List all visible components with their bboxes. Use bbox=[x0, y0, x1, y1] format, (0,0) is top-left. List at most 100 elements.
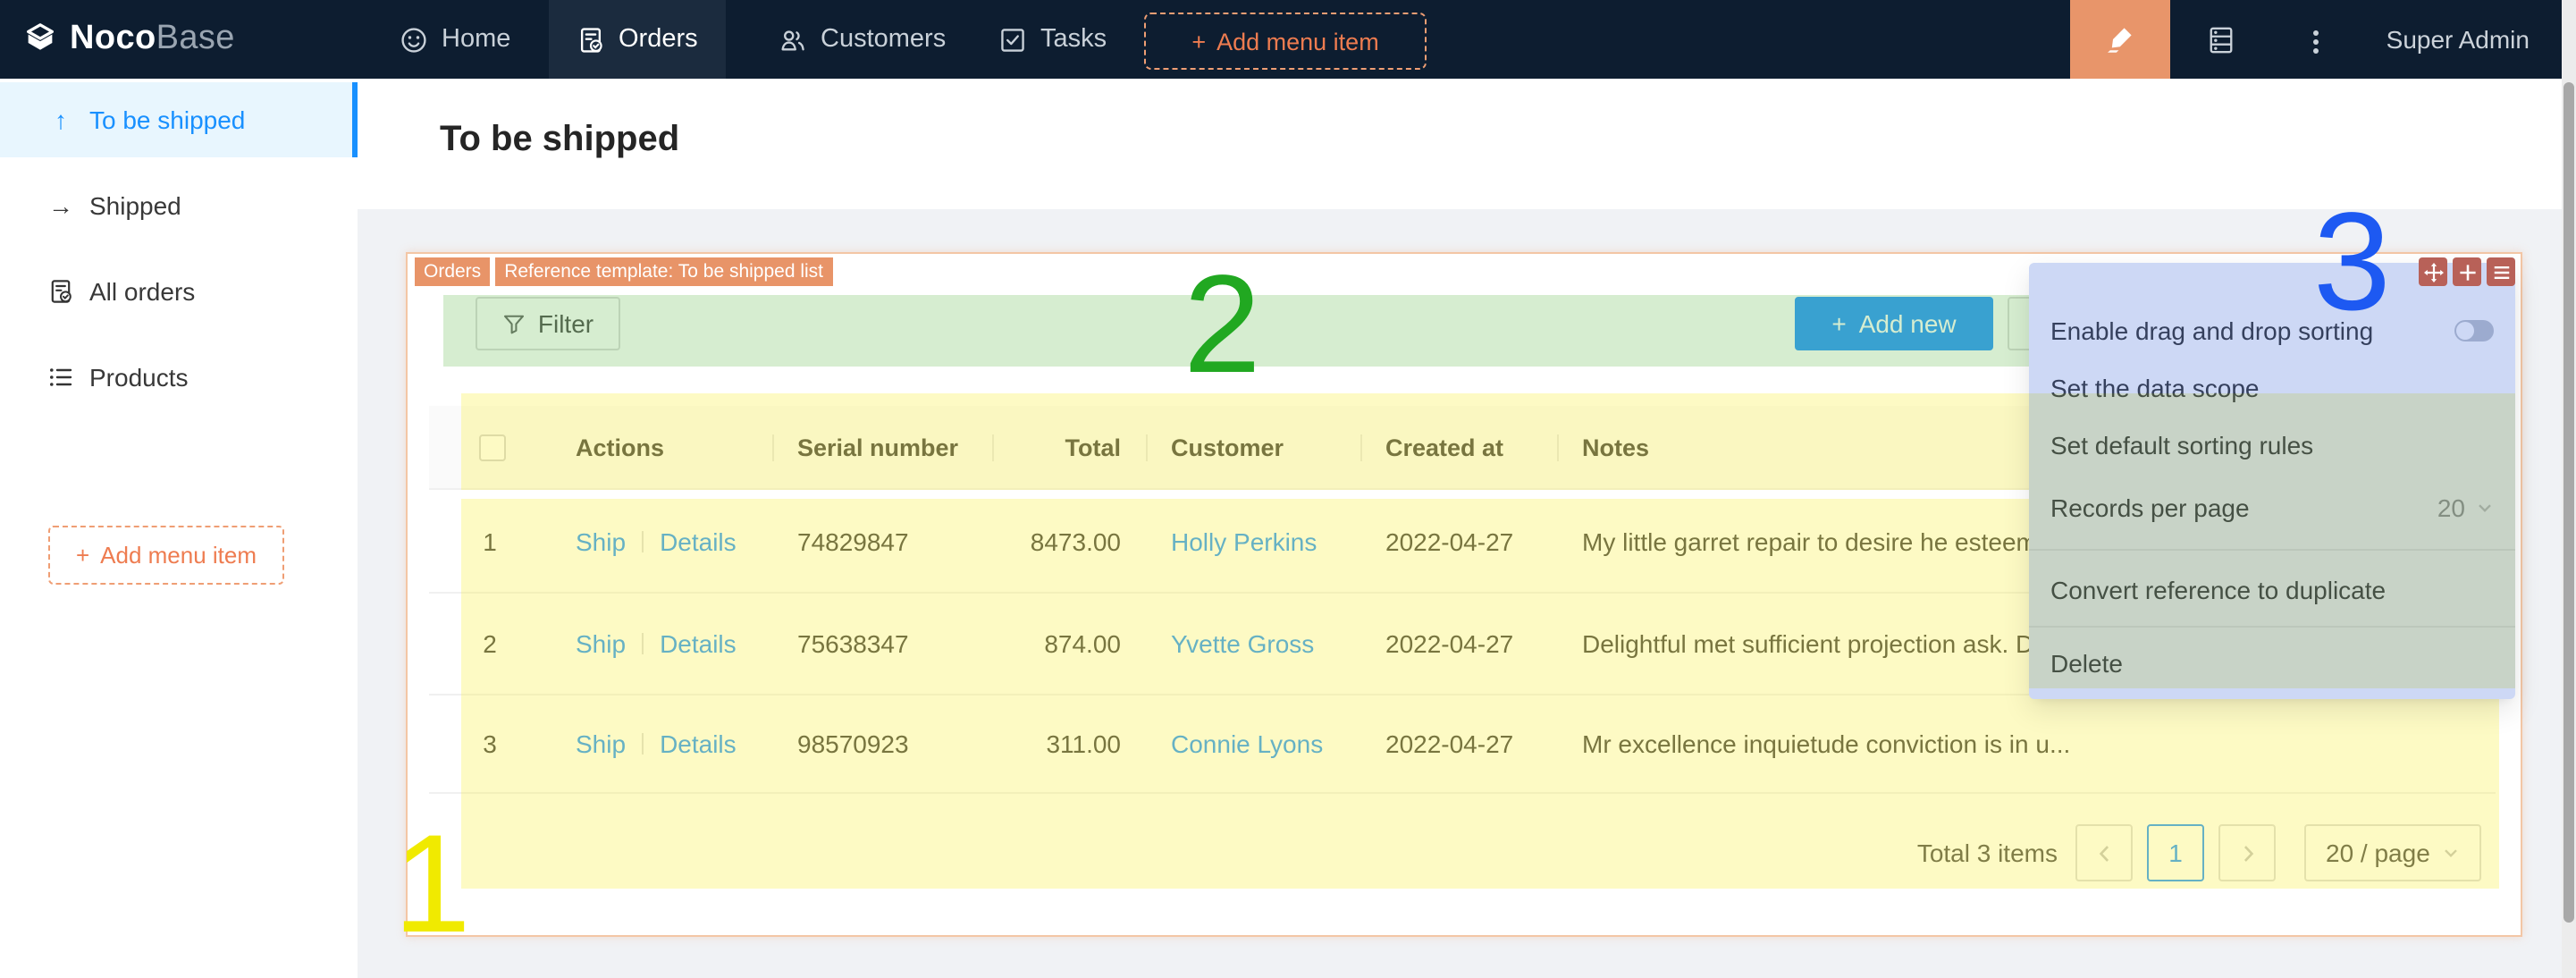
column-header-actions[interactable]: Actions bbox=[576, 434, 665, 460]
block-add-button[interactable] bbox=[2453, 257, 2481, 286]
filter-label: Filter bbox=[537, 309, 594, 338]
pagination: Total 3 items 1 20 / page bbox=[1917, 824, 2481, 881]
menu-item-convert-reference[interactable]: Convert reference to duplicate bbox=[2029, 556, 2515, 624]
divider bbox=[642, 530, 644, 552]
sidebar-item-label: Products bbox=[89, 363, 189, 392]
total-cell: 311.00 bbox=[1046, 729, 1121, 758]
sidebar-item-all-orders[interactable]: All orders bbox=[0, 254, 358, 329]
customer-link[interactable]: Connie Lyons bbox=[1171, 729, 1324, 758]
collection-tag: Orders bbox=[415, 257, 491, 286]
kebab-icon bbox=[2313, 30, 2319, 54]
page-header: To be shipped bbox=[358, 79, 2576, 209]
toggle-knob bbox=[2456, 322, 2474, 340]
menu-divider bbox=[2029, 549, 2515, 551]
nav-tab-label: Home bbox=[442, 25, 511, 54]
created-at-cell: 2022-04-27 bbox=[1385, 527, 1514, 555]
column-header-total[interactable]: Total bbox=[992, 434, 1146, 460]
chevron-left-icon bbox=[2098, 845, 2109, 861]
brand-bold: Noco bbox=[70, 20, 156, 57]
chevron-down-icon bbox=[2445, 849, 2457, 857]
nocobase-logo[interactable]: NocoBase bbox=[21, 0, 235, 79]
pagination-page-1[interactable]: 1 bbox=[2147, 824, 2204, 881]
menu-item-delete[interactable]: Delete bbox=[2029, 631, 2515, 696]
row-actions: Ship Details bbox=[551, 729, 772, 758]
page-size-value: 20 / page bbox=[2326, 839, 2430, 867]
top-navbar: NocoBase Home Orders Customers Tasks bbox=[0, 0, 2576, 79]
notes-cell: My little garret repair to desire he est… bbox=[1582, 527, 2058, 555]
block-menu-button[interactable] bbox=[2487, 257, 2515, 286]
details-link[interactable]: Details bbox=[660, 527, 737, 555]
notes-cell: Mr excellence inquietude conviction is i… bbox=[1582, 729, 2071, 758]
chevron-right-icon bbox=[2243, 845, 2253, 861]
more-options-button[interactable] bbox=[2313, 0, 2319, 105]
nav-tab-customers[interactable]: Customers bbox=[751, 0, 974, 79]
drag-sorting-toggle[interactable] bbox=[2454, 320, 2494, 341]
customer-cell: Holly Perkins bbox=[1146, 527, 1360, 555]
sidebar-add-menu-item-button[interactable]: + Add menu item bbox=[48, 526, 284, 585]
sidebar: ↑ To be shipped → Shipped All orders Pro… bbox=[0, 79, 359, 978]
serial-number-cell: 74829847 bbox=[797, 527, 909, 555]
table-row[interactable]: 3 Ship Details 98570923 311.00 Connie Lyo… bbox=[429, 696, 2496, 794]
pagination-next-button[interactable] bbox=[2218, 824, 2276, 881]
user-menu[interactable]: Super Admin bbox=[2387, 0, 2530, 79]
menu-item-data-scope[interactable]: Set the data scope bbox=[2029, 359, 2515, 417]
reference-template-tag: Reference template: To be shipped list bbox=[495, 257, 833, 286]
serial-number-cell: 98570923 bbox=[797, 729, 909, 758]
details-link[interactable]: Details bbox=[660, 729, 737, 758]
row-index: 2 bbox=[483, 629, 497, 658]
ship-link[interactable]: Ship bbox=[576, 527, 627, 555]
pagination-total: Total 3 items bbox=[1916, 839, 2058, 867]
serial-number-cell: 75638347 bbox=[797, 629, 909, 658]
records-per-page-value: 20 bbox=[2437, 493, 2465, 522]
menu-item-sorting-rules[interactable]: Set default sorting rules bbox=[2029, 417, 2515, 474]
created-at-cell: 2022-04-27 bbox=[1385, 629, 1514, 658]
add-new-button[interactable]: + Add new bbox=[1795, 297, 1993, 350]
ship-link[interactable]: Ship bbox=[576, 629, 627, 658]
nav-tab-home[interactable]: Home bbox=[372, 0, 539, 79]
add-new-label: Add new bbox=[1858, 309, 1957, 338]
details-link[interactable]: Details bbox=[660, 629, 737, 658]
customer-cell: Connie Lyons bbox=[1146, 729, 1360, 758]
menu-item-label: Convert reference to duplicate bbox=[2050, 576, 2387, 604]
customer-link[interactable]: Holly Perkins bbox=[1171, 527, 1317, 555]
sidebar-item-shipped[interactable]: → Shipped bbox=[0, 168, 358, 243]
menu-item-label: Set the data scope bbox=[2050, 374, 2260, 402]
sidebar-item-products[interactable]: Products bbox=[0, 340, 358, 415]
hamburger-icon bbox=[2493, 265, 2509, 279]
page-size-select[interactable]: 20 / page bbox=[2304, 824, 2481, 881]
collections-database-button[interactable] bbox=[2206, 0, 2236, 79]
filter-button[interactable]: Filter bbox=[476, 297, 620, 350]
active-indicator bbox=[352, 82, 358, 157]
total-cell: 874.00 bbox=[1044, 629, 1121, 658]
check-square-icon bbox=[999, 26, 1026, 53]
ship-link[interactable]: Ship bbox=[576, 729, 627, 758]
menu-item-drag-sorting[interactable]: Enable drag and drop sorting bbox=[2029, 302, 2515, 359]
menu-item-records-per-page[interactable]: Records per page 20 bbox=[2029, 477, 2515, 538]
ui-editor-button[interactable] bbox=[2070, 0, 2170, 79]
customer-link[interactable]: Yvette Gross bbox=[1171, 629, 1315, 658]
select-all-checkbox[interactable] bbox=[479, 434, 506, 460]
navbar-add-menu-item-button[interactable]: + Add menu item bbox=[1144, 13, 1427, 70]
column-header-created[interactable]: Created at bbox=[1360, 434, 1557, 460]
arrow-up-icon: ↑ bbox=[55, 105, 67, 134]
plus-icon: + bbox=[1831, 309, 1847, 338]
menu-item-label: Records per page bbox=[2050, 493, 2250, 522]
column-header-notes[interactable]: Notes bbox=[1557, 434, 2496, 460]
header-checkbox-cell bbox=[429, 434, 551, 460]
nav-tab-orders[interactable]: Orders bbox=[549, 0, 727, 79]
column-header-customer[interactable]: Customer bbox=[1146, 434, 1360, 460]
scrollbar-thumb[interactable] bbox=[2563, 82, 2574, 923]
user-name: Super Admin bbox=[2386, 25, 2530, 54]
nav-tab-label: Tasks bbox=[1040, 25, 1107, 54]
nav-tab-tasks[interactable]: Tasks bbox=[971, 0, 1135, 79]
column-header-serial[interactable]: Serial number bbox=[772, 434, 992, 460]
team-icon bbox=[779, 26, 806, 53]
nav-tab-label: Customers bbox=[821, 25, 947, 54]
highlighter-icon bbox=[2104, 23, 2136, 55]
move-icon bbox=[2423, 262, 2443, 282]
divider bbox=[642, 633, 644, 654]
pagination-prev-button[interactable] bbox=[2075, 824, 2133, 881]
plus-icon: + bbox=[1191, 28, 1207, 55]
block-drag-handle[interactable] bbox=[2419, 257, 2447, 286]
sidebar-item-to-be-shipped[interactable]: ↑ To be shipped bbox=[0, 82, 358, 157]
